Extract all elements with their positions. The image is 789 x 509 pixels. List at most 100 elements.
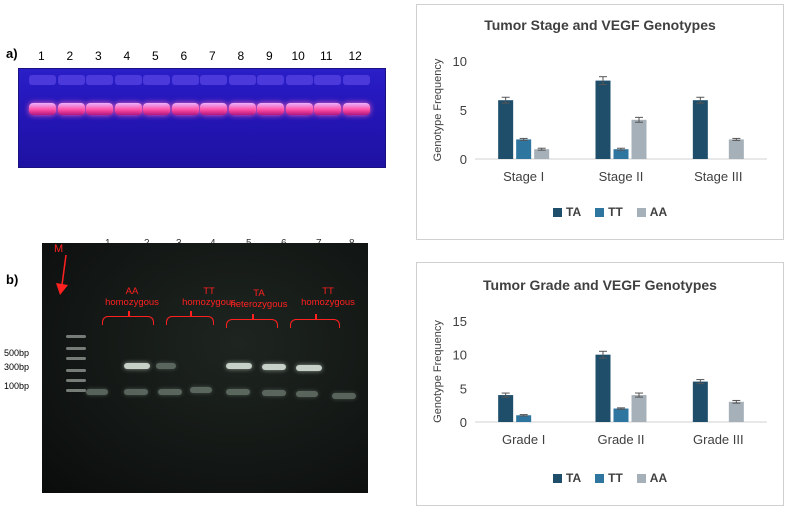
gel-a-image (18, 68, 386, 168)
gel-a-band (228, 103, 256, 115)
gel-a-lane-number: 9 (266, 49, 273, 63)
legend-label: TA (566, 205, 582, 219)
annotation-3-line2: heterozygous (230, 298, 288, 310)
bar (595, 80, 611, 159)
chart-title: Tumor Grade and VEGF Genotypes (483, 277, 717, 293)
gel-a-well (314, 75, 341, 85)
gel-a-well (171, 75, 199, 85)
chart-legend: TA TT AA (553, 205, 667, 219)
panel-label-b: b) (6, 272, 19, 287)
size-label-500bp: 500bp (4, 348, 30, 358)
legend-swatch (553, 207, 562, 217)
gel-a-well (200, 75, 227, 85)
gel-a-band (257, 103, 284, 115)
gel-a-well (342, 75, 370, 85)
annotation-1-bracket (102, 311, 154, 325)
bar (534, 149, 550, 159)
ladder-band (66, 335, 86, 338)
annotation-4: TT homozygous (288, 286, 368, 309)
annotation-1-line2: homozygous (105, 296, 159, 308)
gel-a-band (285, 103, 313, 115)
annotation-3: TA heterozygous (216, 288, 302, 311)
ladder-band (66, 379, 86, 382)
legend-label: AA (649, 471, 668, 485)
gel-b-band (262, 390, 286, 396)
ladder-band (66, 369, 86, 372)
marker-label: M (54, 243, 64, 255)
y-tick-label: 0 (460, 415, 467, 430)
bar (516, 139, 532, 159)
gel-b-band (332, 393, 356, 399)
chart-legend: TA TT AA (553, 471, 667, 485)
annotation-2-bracket (166, 311, 214, 325)
bar (692, 100, 708, 159)
gel-a-lane-number: 10 (291, 49, 305, 63)
gel-a-lane-number: 3 (95, 49, 102, 63)
gel-a-band (171, 103, 199, 115)
x-tick-label: Stage III (694, 169, 742, 184)
y-axis-label: Genotype Frequency (432, 320, 444, 423)
legend-label: TA (566, 471, 582, 485)
legend-label: TT (608, 205, 623, 219)
bar (728, 401, 744, 422)
gel-b-band (190, 387, 212, 393)
gel-b-band (86, 389, 108, 395)
bar (516, 415, 532, 422)
legend-item: AA (636, 471, 668, 485)
gel-b-band (124, 363, 150, 369)
legend-item: TA (553, 471, 581, 485)
legend-swatch (636, 207, 646, 217)
annotation-4-line1: TT (322, 286, 334, 297)
annotation-3-bracket (226, 314, 278, 328)
gel-a-well (228, 75, 256, 85)
x-tick-label: Grade II (598, 432, 645, 447)
gel-b-band (296, 365, 322, 371)
legend-swatch (595, 207, 605, 217)
gel-a-band (314, 103, 341, 115)
panel-label-a: a) (6, 46, 18, 61)
x-tick-label: Grade III (693, 432, 744, 447)
gel-a-well (29, 75, 56, 85)
gel-a-band (143, 103, 170, 115)
ladder-band (66, 389, 86, 392)
ladder-band (66, 347, 86, 350)
gel-b-band (158, 389, 182, 395)
x-tick-label: Grade I (502, 432, 545, 447)
bar (498, 100, 514, 159)
legend-item: TT (595, 205, 623, 219)
gel-a-well (143, 75, 170, 85)
gel-a-lane-number: 4 (123, 49, 131, 63)
bar (613, 149, 629, 159)
y-axis-label: Genotype Frequency (432, 58, 444, 161)
chart-stage: Tumor Stage and VEGF Genotypes Genotype … (416, 4, 784, 240)
gel-a-lane-number: 2 (66, 49, 74, 63)
gel-a-lane-number: 7 (209, 49, 216, 63)
gel-b-band (226, 389, 250, 395)
bar (595, 354, 611, 422)
gel-a-well (285, 75, 313, 85)
ladder-band (66, 357, 86, 360)
annotation-1-line1: AA (125, 286, 139, 297)
x-tick-label: Stage II (599, 169, 644, 184)
gel-a-lane-number: 12 (348, 49, 362, 63)
chart-plot: Genotype Frequency 0 5 10 Stage I Stage II Sta… (432, 54, 767, 184)
annotation-1: AA homozygous (92, 286, 172, 309)
gel-a-band (200, 103, 227, 115)
gel-b-band (124, 389, 148, 395)
legend-item: AA (636, 205, 667, 219)
y-tick-label: 5 (460, 103, 467, 118)
gel-a-lane-number: 8 (237, 49, 245, 63)
annotation-4-bracket (290, 314, 340, 328)
y-tick-label: 5 (460, 381, 467, 396)
marker-arrow-icon (56, 255, 68, 295)
gel-a-band (29, 103, 56, 115)
chart-grade: Tumor Grade and VEGF Genotypes Genotype … (416, 262, 784, 506)
gel-b-image: M AA homozygous TT homozygous TA heteroz… (42, 243, 368, 493)
legend-swatch (553, 473, 562, 483)
annotation-3-line1: TA (253, 288, 265, 299)
annotation-2-line1: TT (203, 286, 215, 297)
y-tick-label: 10 (453, 54, 467, 69)
gel-b-band (226, 363, 252, 369)
gel-b-band (156, 363, 176, 369)
annotation-4-line2: homozygous (301, 296, 355, 308)
